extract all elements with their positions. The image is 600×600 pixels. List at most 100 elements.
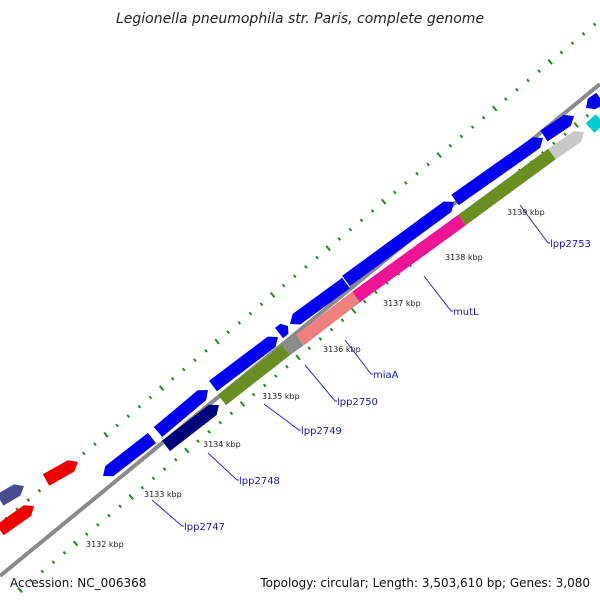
outer-track-dot [126, 414, 131, 418]
outer-track-dot [481, 115, 486, 120]
tick-label: 3138 kbp [445, 253, 483, 262]
outer-track-dot [492, 105, 498, 112]
inner-track-dot [173, 457, 178, 462]
inner-track-dot [72, 540, 79, 547]
inner-track-dot [151, 476, 156, 481]
inner-track-dot [340, 318, 345, 323]
outer-track-dot [37, 488, 42, 493]
outer-track-dot [526, 78, 530, 83]
outer-track-dot [581, 31, 586, 36]
outer-track-dot [426, 162, 430, 167]
gene-feature [162, 404, 219, 452]
gene-feature [209, 336, 278, 392]
inner-track-dot [285, 364, 289, 369]
inner-track-dot [274, 374, 278, 378]
inner-track-dot [128, 494, 134, 500]
outer-track-dot [181, 367, 186, 372]
gene-label: lpp2748 [239, 476, 280, 487]
outer-track-dot [115, 423, 119, 428]
gene-feature [103, 432, 156, 477]
inner-track-dot [363, 299, 367, 304]
gene-label: miaA [373, 370, 399, 381]
gene-labels: lpp2747 lpp2748 lpp2749 lpp2750 miaA mutL lpp2… [151, 204, 591, 533]
outer-track-dot [315, 255, 319, 260]
accession-text: Accession: NC_006368 [10, 576, 146, 590]
gene-label: mutL [453, 307, 479, 318]
outer-track-dot [304, 265, 308, 269]
map-title: Legionella pneumophila str. Paris, compl… [116, 11, 484, 27]
inner-track-dot [51, 560, 56, 564]
gene-label-leader [151, 499, 184, 527]
outer-track-dot [248, 311, 253, 316]
inner-track-dot [62, 550, 67, 555]
gene-feature [218, 344, 290, 406]
gene-feature [585, 114, 600, 133]
outer-track-dot [259, 302, 264, 307]
genome-summary-text: Topology: circular; Length: 3,503,610 bp… [259, 576, 590, 590]
inner-track-dot [40, 569, 45, 574]
inner-track-dot [307, 346, 312, 351]
inner-track-dot [374, 290, 378, 295]
gene-feature [290, 277, 350, 325]
tick-label: 3137 kbp [383, 299, 421, 308]
outer-track-dot [204, 348, 208, 353]
inner-track-dot [107, 513, 111, 518]
inner-track-dot [329, 327, 334, 332]
inner-track-dot [207, 430, 211, 434]
inner-track-dot [96, 523, 100, 527]
gene-feature [451, 137, 543, 206]
gene-label-leader [344, 339, 373, 375]
outer-track-dot [158, 385, 165, 392]
tick-label: 3136 kbp [323, 345, 361, 354]
inner-track-dot [239, 401, 246, 407]
outer-track-dot [325, 245, 331, 252]
inner-track-dot [118, 504, 122, 509]
inner-track-dot [84, 532, 89, 537]
gene-feature [548, 131, 584, 160]
outer-track-dot [214, 338, 220, 345]
gene-features [0, 92, 600, 536]
outer-track-dot [415, 171, 419, 176]
tick-label: 3135 kbp [262, 392, 300, 401]
outer-track-dot [26, 498, 31, 502]
gene-label: lpp2747 [184, 522, 225, 533]
outer-track-dot [82, 451, 86, 456]
gene-feature [342, 201, 454, 287]
outer-track-dot [592, 22, 597, 27]
gene-feature [275, 323, 289, 339]
inner-track-dot [573, 121, 579, 128]
gene-label-leader [304, 364, 337, 402]
gene-feature [282, 334, 304, 356]
gene-feature [296, 291, 360, 346]
outer-track-dot [537, 69, 541, 73]
gene-label-leader [207, 452, 239, 481]
inner-track-dot [218, 420, 223, 425]
gene-feature [540, 115, 574, 142]
outer-track-dot [103, 431, 109, 438]
outer-track-dot [547, 58, 553, 65]
inner-track-dot [318, 336, 323, 341]
inner-track-dot [295, 354, 301, 361]
inner-track-dot [585, 113, 590, 118]
outer-track-dot [281, 283, 286, 288]
gene-feature [153, 390, 208, 437]
gene-feature [352, 214, 466, 303]
tick-label: 3133 kbp [144, 490, 182, 499]
inner-track-dot [229, 411, 234, 416]
outer-track-dot [237, 321, 242, 325]
outer-track-dot [404, 181, 408, 185]
gene-label: lpp2753 [550, 239, 591, 250]
outer-track-dot [148, 395, 153, 400]
inner-track-dot [29, 578, 33, 583]
inner-track-dot [196, 439, 200, 444]
gene-label: lpp2749 [301, 426, 342, 437]
gene-feature [586, 92, 600, 110]
outer-track-dot [392, 190, 397, 195]
tick-label: 3134 kbp [203, 440, 241, 449]
inner-track-dot [184, 447, 190, 454]
inner-track-dot [17, 587, 23, 593]
gene-label-leader [263, 403, 301, 431]
outer-track-dot [348, 227, 353, 232]
gene-label-leader [423, 275, 453, 312]
outer-track-dot [380, 198, 387, 205]
